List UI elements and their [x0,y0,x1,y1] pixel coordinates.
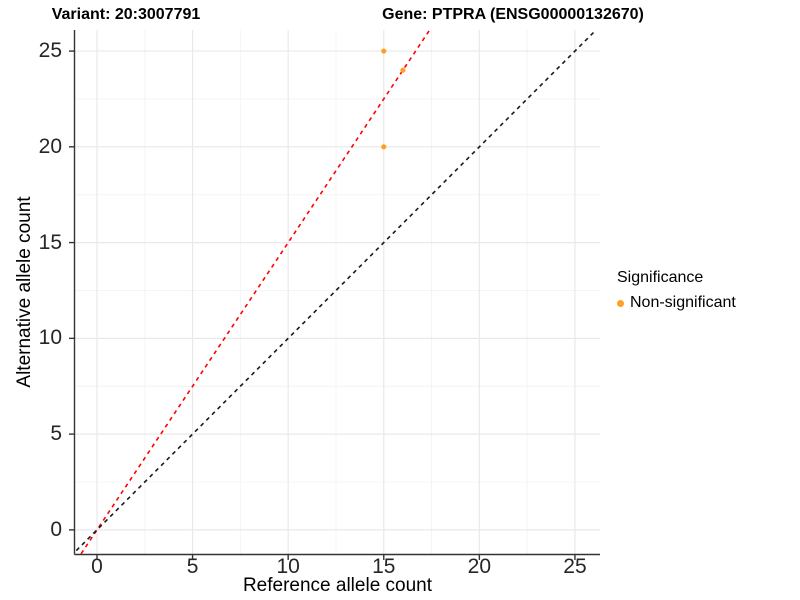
y-tick-label: 10 [38,326,62,350]
x-tick-label: 0 [91,555,103,578]
y-tick-label: 15 [38,230,62,254]
x-tick-label: 15 [372,555,396,578]
x-tick-label: 20 [467,555,492,578]
y-tick-label: 0 [50,517,62,541]
y-tick-label: 5 [50,422,62,446]
legend: Significance Non-significant [617,268,736,313]
data-point [381,144,387,150]
y-axis-title: Alternative allele count [14,196,35,388]
gene-title: Gene: PTPRA (ENSG00000132670) [382,6,644,23]
legend-point-icon [617,299,624,307]
legend-item-label: Non-significant [630,294,736,311]
y-tick-label: 20 [38,134,62,158]
x-tick-label: 25 [563,555,587,578]
legend-item: Non-significant [617,293,736,313]
identity-line [75,30,598,554]
fitted-ratio-line [79,30,431,554]
x-tick-label: 10 [276,555,300,578]
data-point [400,67,406,73]
data-point [381,48,387,54]
legend-title: Significance [617,269,704,286]
x-axis-title: Reference allele count [242,575,433,596]
x-tick-label: 5 [186,555,199,578]
variant-title: Variant: 20:3007791 [51,6,201,23]
y-tick-label: 25 [38,39,62,63]
